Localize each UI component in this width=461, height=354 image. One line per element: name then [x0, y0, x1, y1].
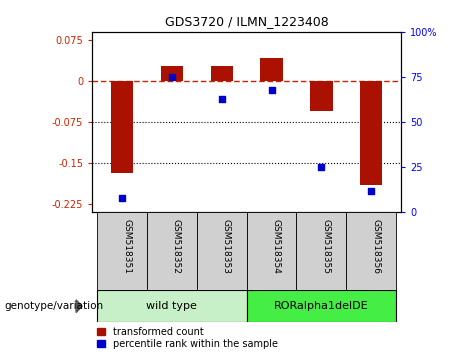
Bar — [147, 212, 197, 290]
Legend: transformed count, percentile rank within the sample: transformed count, percentile rank withi… — [97, 327, 278, 349]
Bar — [360, 81, 382, 185]
Bar — [111, 81, 133, 173]
Text: GSM518354: GSM518354 — [272, 219, 281, 274]
Text: wild type: wild type — [147, 301, 197, 311]
Bar — [97, 212, 147, 290]
Title: GDS3720 / ILMN_1223408: GDS3720 / ILMN_1223408 — [165, 15, 329, 28]
Text: GSM518352: GSM518352 — [172, 219, 181, 274]
Text: GSM518353: GSM518353 — [222, 219, 230, 274]
Point — [218, 96, 225, 102]
Point — [118, 195, 126, 201]
Bar — [247, 290, 396, 322]
Point — [168, 74, 176, 80]
Text: genotype/variation: genotype/variation — [5, 301, 104, 311]
Bar — [97, 290, 247, 322]
Bar — [161, 66, 183, 81]
Text: GSM518356: GSM518356 — [371, 219, 380, 274]
Bar — [211, 66, 233, 81]
Bar — [197, 212, 247, 290]
Bar — [346, 212, 396, 290]
Text: GSM518351: GSM518351 — [122, 219, 131, 274]
Text: GSM518355: GSM518355 — [321, 219, 331, 274]
Point — [318, 165, 325, 170]
Point — [367, 188, 375, 194]
Point — [268, 87, 275, 92]
Polygon shape — [76, 300, 82, 313]
Bar — [310, 81, 332, 111]
Bar — [260, 58, 283, 81]
Bar — [247, 212, 296, 290]
Bar — [296, 212, 346, 290]
Text: RORalpha1delDE: RORalpha1delDE — [274, 301, 369, 311]
